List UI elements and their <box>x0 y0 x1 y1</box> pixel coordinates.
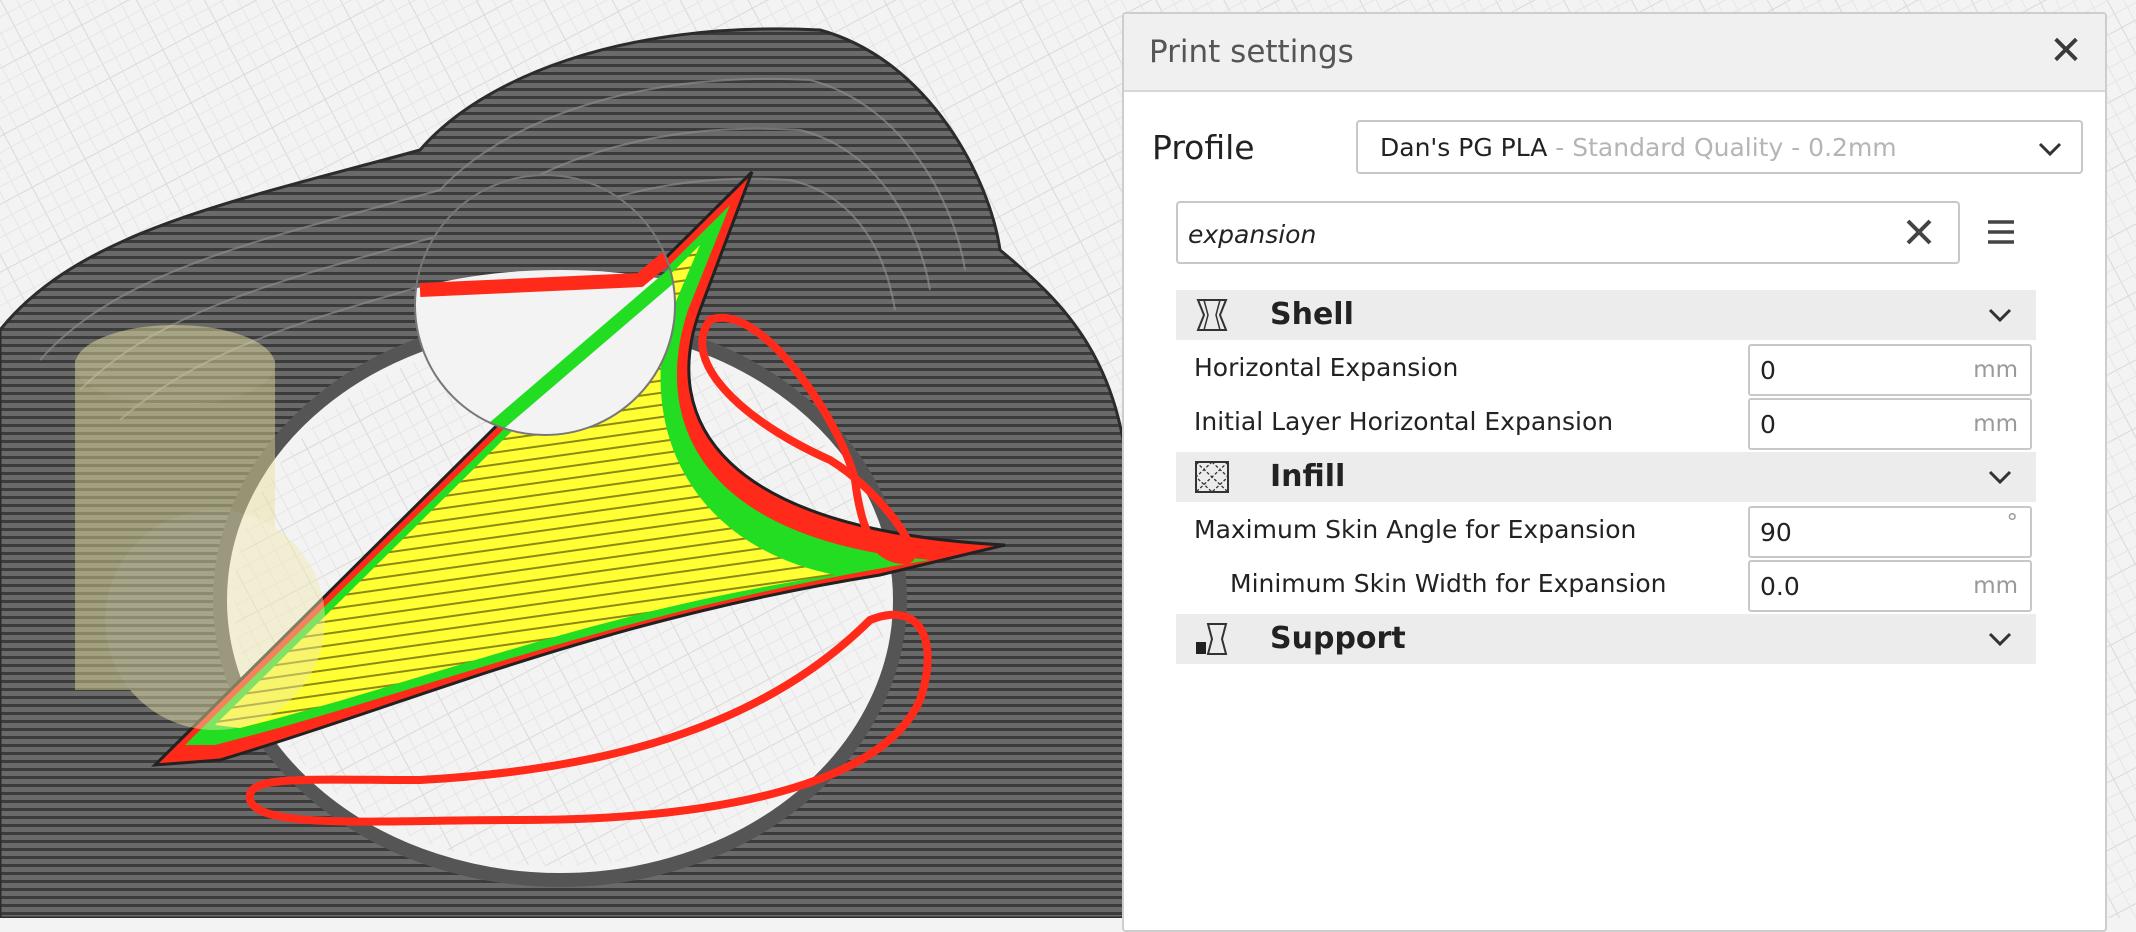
profile-label: Profile <box>1152 128 1255 167</box>
shell-icon <box>1196 299 1228 331</box>
search-input[interactable] <box>1186 211 1870 257</box>
field-value: 0 <box>1760 356 1776 385</box>
category-label: Infill <box>1270 459 1346 494</box>
settings-search-box <box>1176 201 1960 264</box>
horizontal-expansion-field[interactable]: 0 mm <box>1748 344 2032 396</box>
panel-title: Print settings <box>1149 34 1354 70</box>
infill-icon <box>1195 461 1229 493</box>
category-label: Shell <box>1270 297 1354 332</box>
setting-label: Maximum Skin Angle for Expansion <box>1194 515 1637 544</box>
support-icon <box>1196 623 1228 655</box>
category-support[interactable]: Support <box>1176 614 2036 664</box>
chevron-down-icon <box>1988 470 2012 485</box>
profile-name: Dan's PG PLA <box>1380 133 1548 162</box>
field-unit: mm <box>1973 411 2018 437</box>
chevron-down-icon <box>2038 142 2062 157</box>
annotation-loop-lower <box>245 610 932 826</box>
profile-value: Dan's PG PLA - Standard Quality - 0.2mm <box>1380 133 1897 162</box>
skin-infill <box>215 245 835 728</box>
ghost-cylinder <box>75 325 325 730</box>
setting-label: Initial Layer Horizontal Expansion <box>1194 407 1614 436</box>
category-infill[interactable]: Infill <box>1176 452 2036 502</box>
max-skin-angle-field[interactable]: 90 ° <box>1748 506 2032 558</box>
print-settings-panel: Print settings ✕ Profile Dan's PG PLA - … <box>1122 12 2107 932</box>
initial-layer-horizontal-expansion-field[interactable]: 0 mm <box>1748 398 2032 450</box>
profile-dropdown[interactable]: Dan's PG PLA - Standard Quality - 0.2mm <box>1356 120 2083 174</box>
setting-label: Horizontal Expansion <box>1194 353 1459 382</box>
annotation-loop-upper <box>698 313 916 565</box>
clear-search-icon[interactable] <box>1904 217 1934 247</box>
category-label: Support <box>1270 621 1406 656</box>
panel-header: Print settings ✕ <box>1124 14 2105 92</box>
close-icon[interactable]: ✕ <box>2049 28 2083 74</box>
chevron-down-icon <box>1988 632 2012 647</box>
category-shell[interactable]: Shell <box>1176 290 2036 340</box>
field-value: 0 <box>1760 410 1776 439</box>
profile-detail: - Standard Quality - 0.2mm <box>1547 133 1897 162</box>
menu-icon[interactable] <box>1986 219 2016 245</box>
setting-label: Minimum Skin Width for Expansion <box>1230 569 1667 598</box>
min-skin-width-field[interactable]: 0.0 mm <box>1748 560 2032 612</box>
field-value: 90 <box>1760 518 1792 547</box>
field-unit: mm <box>1973 573 2018 599</box>
field-unit: mm <box>1973 357 2018 383</box>
field-unit: ° <box>2006 510 2019 536</box>
chevron-down-icon <box>1988 308 2012 323</box>
field-value: 0.0 <box>1760 572 1800 601</box>
